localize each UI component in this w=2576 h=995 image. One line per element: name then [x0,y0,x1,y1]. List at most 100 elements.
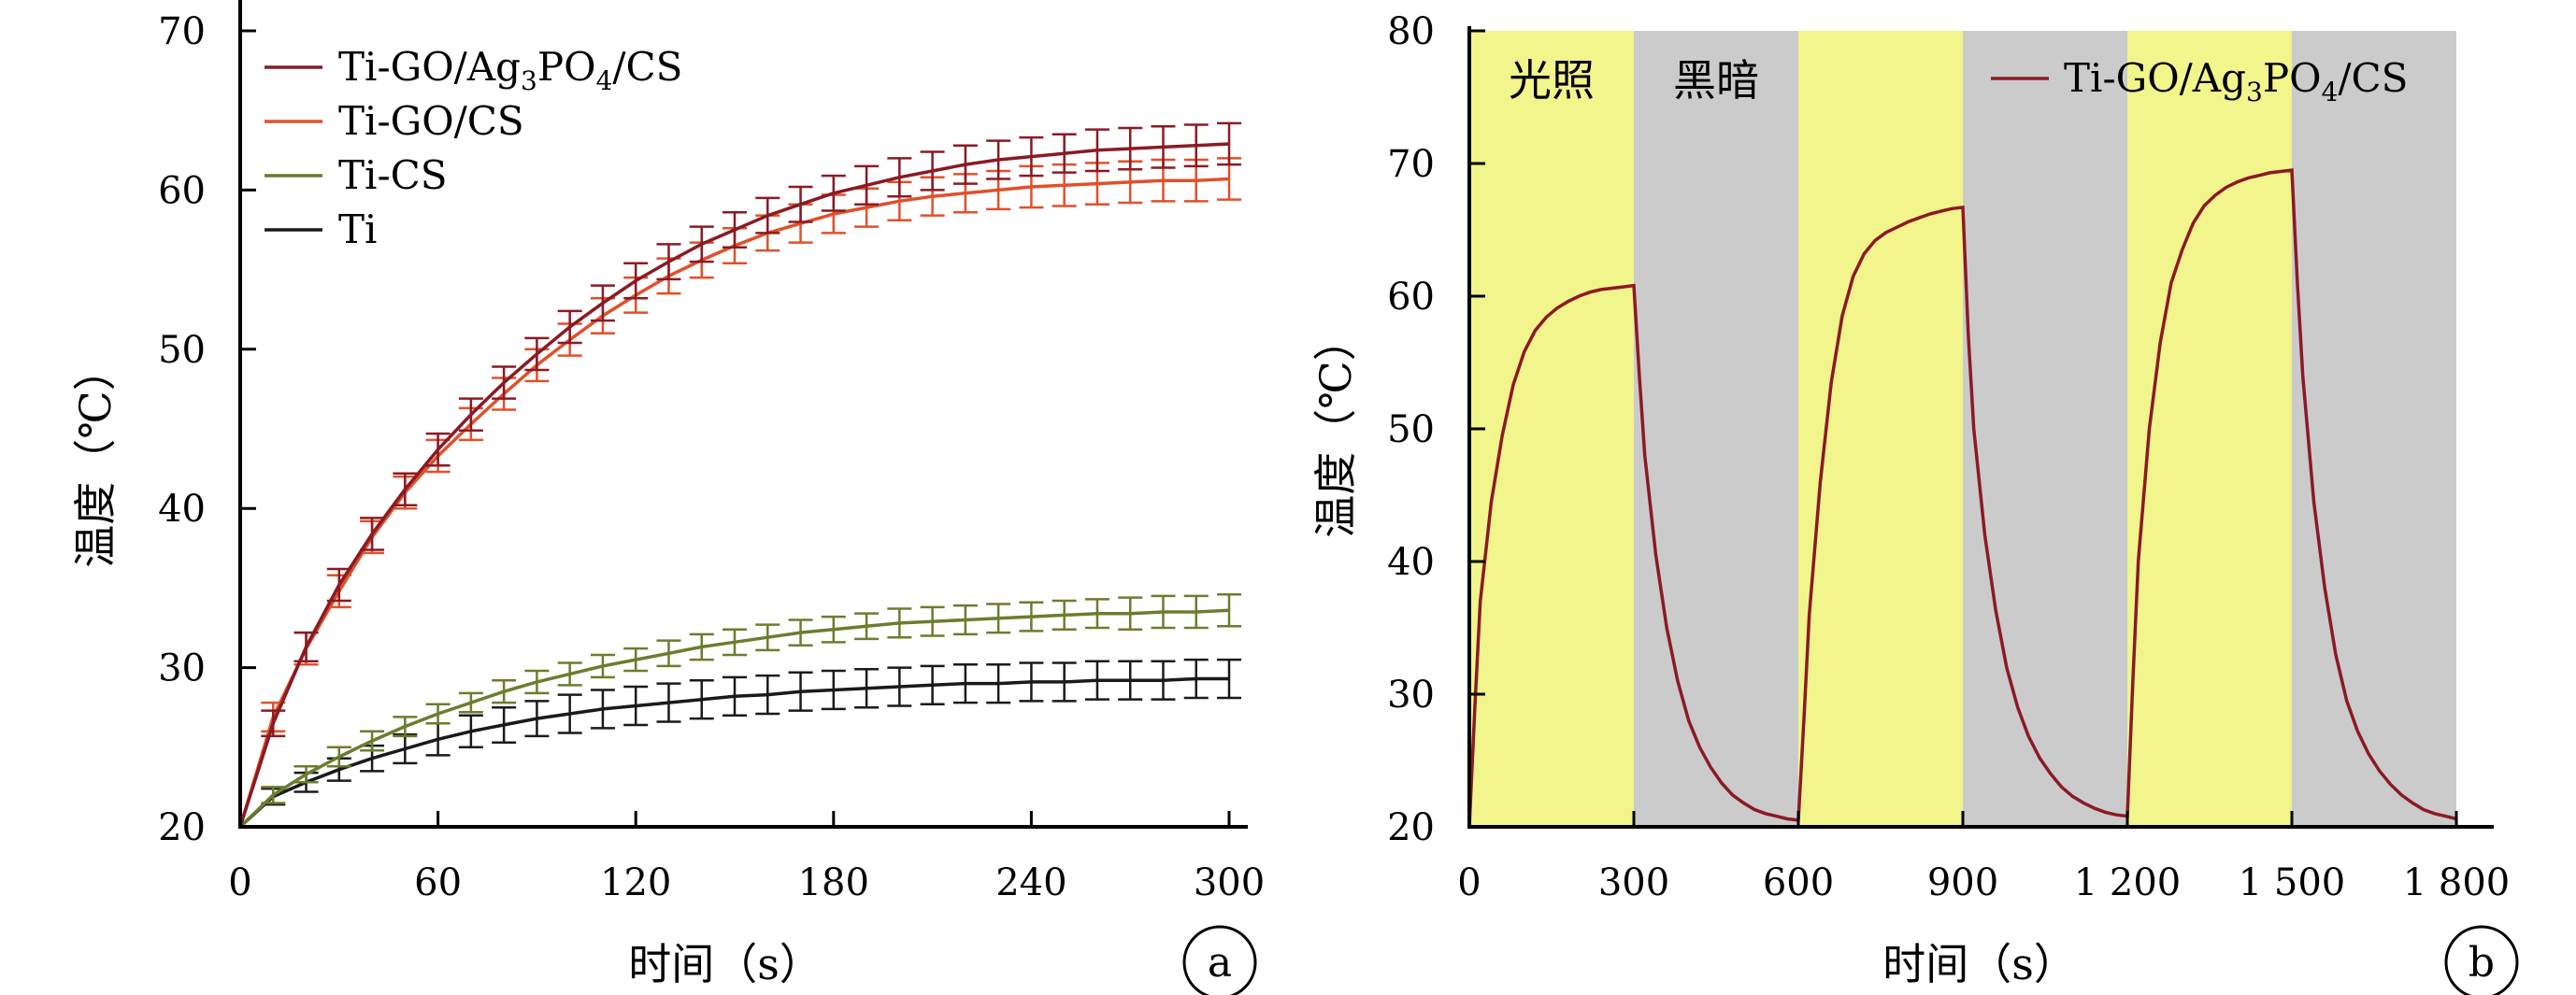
error-bar [952,144,978,185]
y-tick-label: 60 [1387,276,1435,319]
band [2292,31,2456,827]
band-label: 黑暗 [1673,55,1759,106]
x-tick-label: 300 [1194,861,1265,904]
legend-label: Ti-GO/Ag3PO4/CS [338,44,682,96]
error-bar [689,678,714,720]
error-bar [557,693,582,734]
error-bar [492,705,517,744]
error-bar [458,397,483,432]
error-bar [590,689,615,730]
error-bar [854,612,880,641]
error-bar [326,746,351,768]
band [1963,31,2127,827]
error-bar [1217,658,1241,700]
error-bar [425,703,451,725]
panel-a-ticks: 0 60 120 180 240 300 20 30 40 50 60 70 [158,10,1265,904]
error-bar [920,664,945,706]
error-bar [755,196,780,235]
panel-b-legend: Ti-GO/Ag3PO4/CS [1991,55,2408,107]
error-bar [393,716,418,738]
error-bar [689,633,714,661]
series-line-b-0 [1467,168,2457,828]
band [1634,31,1798,827]
error-bar [623,685,649,727]
error-bar [293,764,319,784]
series-line-1 [238,177,1230,828]
error-bar [524,700,550,738]
error-bar [821,669,846,711]
error-bar [723,628,747,657]
error-bar [293,631,319,663]
x-tick-label: 0 [228,861,251,904]
error-bar [1019,601,1044,633]
x-tick-label: 120 [600,861,671,904]
error-bar [1151,660,1176,701]
panel-b-label: b [2469,939,2495,987]
y-tick-label: 30 [158,647,206,690]
x-tick-label: 1 800 [2403,861,2511,904]
y-tick-label: 20 [1387,806,1435,849]
error-bar [723,675,747,717]
error-bar [557,309,582,345]
error-bar [623,262,649,300]
error-bar [425,721,451,757]
legend-label: Ti-GO/CS [338,98,524,144]
error-bar [1084,128,1109,173]
error-bar [1084,598,1109,630]
legend-label: Ti-GO/Ag3PO4/CS [2064,55,2408,107]
y-tick-label: 70 [1387,143,1435,186]
error-bar [689,225,714,263]
error-bar [326,567,351,603]
error-bar [1183,658,1209,700]
error-bar [788,618,813,647]
error-bar [887,666,912,707]
error-bar [854,668,880,709]
error-bar [492,678,517,704]
error-bar [1019,135,1044,178]
band-label: 光照 [1509,55,1595,106]
x-tick-label: 0 [1457,861,1481,904]
x-tick-label: 240 [995,861,1066,904]
error-bar [458,691,483,714]
error-bar [261,709,286,738]
y-tick-label: 40 [1387,541,1435,584]
x-tick-label: 1 200 [2074,861,2182,904]
error-bar [821,174,846,212]
error-bar [524,336,550,372]
x-tick-label: 60 [414,861,462,904]
y-tick-label: 50 [1387,408,1435,451]
panel-b-y-axis-title: 温度（℃） [1310,318,1361,537]
error-bar [1118,126,1143,171]
x-tick-label: 900 [1927,861,1998,904]
x-tick-label: 600 [1763,861,1834,904]
error-bar [821,615,846,644]
error-bar [590,284,615,322]
error-bar [1118,660,1143,701]
error-bar [986,603,1011,634]
y-tick-label: 30 [1387,674,1435,717]
error-bar [755,674,780,716]
x-tick-label: 1 500 [2239,861,2346,904]
error-bar [458,714,483,749]
error-bar [986,139,1011,180]
error-bar [920,605,945,637]
y-tick-label: 20 [158,806,206,849]
error-bar [788,671,813,712]
band [2127,31,2292,827]
error-bar [1019,661,1044,703]
panel-b-label-circle [2444,925,2519,995]
panel-a-y-axis-title: 温度（℃） [70,348,121,567]
y-tick-label: 80 [1387,10,1435,53]
error-bar [887,607,912,639]
error-bar [393,472,418,507]
error-bar [1217,592,1241,628]
error-bar [492,365,517,400]
error-bar [986,662,1011,704]
error-bar [1052,599,1077,631]
error-bar [360,517,385,551]
error-bar [1052,133,1077,174]
y-tick-label: 40 [158,488,206,531]
